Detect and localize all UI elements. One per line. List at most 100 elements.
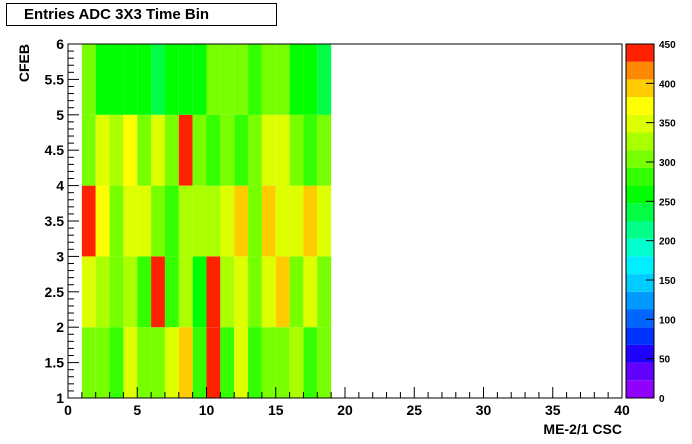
cell	[81, 327, 96, 398]
x-tick-label: 15	[268, 402, 284, 418]
cell	[234, 327, 249, 398]
cell	[95, 327, 110, 398]
cell	[95, 185, 110, 257]
cell	[137, 185, 152, 257]
cell	[261, 327, 276, 398]
cell	[178, 114, 193, 186]
cell	[192, 185, 207, 257]
cell	[303, 185, 318, 257]
cell	[234, 114, 249, 186]
cell	[109, 44, 124, 115]
cell	[109, 114, 124, 186]
cell	[275, 44, 290, 115]
cell	[109, 327, 124, 398]
cell	[317, 114, 332, 186]
cell	[164, 114, 179, 186]
cell	[137, 256, 152, 328]
cell	[206, 185, 221, 257]
cell	[164, 185, 179, 257]
cell	[303, 327, 318, 398]
cell	[317, 44, 332, 115]
cell	[151, 44, 165, 115]
cell	[220, 256, 235, 328]
cell	[317, 327, 332, 398]
y-tick-label: 1	[56, 390, 64, 406]
cell	[123, 114, 138, 186]
colorbar-swatch	[626, 132, 654, 151]
cell	[248, 44, 262, 115]
colorbar-swatch	[626, 114, 654, 133]
x-tick-label: 35	[545, 402, 561, 418]
cell	[220, 114, 235, 186]
colorbar-tick-label: 0	[659, 394, 665, 405]
cell	[206, 114, 221, 186]
cell	[95, 256, 110, 328]
colorbar-swatch	[626, 61, 654, 80]
colorbar-tick-label: 150	[659, 276, 676, 287]
cell	[275, 114, 290, 186]
colorbar-swatch	[626, 256, 654, 275]
cell	[248, 327, 262, 398]
cell	[303, 114, 318, 186]
colorbar-swatch	[626, 221, 654, 239]
cell	[289, 114, 304, 186]
cell	[303, 44, 318, 115]
cell	[248, 185, 262, 257]
cell	[81, 44, 96, 115]
colorbar-tick-label: 250	[659, 197, 676, 208]
cell	[109, 185, 124, 257]
colorbar-swatch	[626, 309, 654, 328]
y-tick-label: 3	[56, 248, 64, 264]
cell	[234, 185, 249, 257]
cell	[151, 114, 165, 186]
colorbar-swatch	[626, 238, 654, 257]
colorbar-swatch	[626, 97, 654, 115]
cell	[192, 256, 207, 328]
cell	[137, 114, 152, 186]
cell	[234, 256, 249, 328]
cell	[81, 185, 96, 257]
cell	[261, 256, 276, 328]
colorbar-tick-label: 200	[659, 237, 676, 248]
cell	[81, 114, 96, 186]
cell	[178, 327, 193, 398]
y-tick-label: 5	[56, 107, 64, 123]
cell	[261, 44, 276, 115]
cell	[123, 327, 138, 398]
colorbar-swatch	[626, 185, 654, 204]
cell	[303, 256, 318, 328]
y-tick-label: 3.5	[45, 213, 65, 229]
y-tick-label: 2	[56, 319, 64, 335]
cell	[289, 256, 304, 328]
cell	[206, 327, 221, 398]
cell	[123, 44, 138, 115]
cell	[192, 114, 207, 186]
x-tick-label: 10	[199, 402, 215, 418]
colorbar-tick-label: 300	[659, 158, 676, 169]
cell	[289, 185, 304, 257]
colorbar-swatch	[626, 79, 654, 98]
colorbar-swatch	[626, 44, 654, 62]
cell	[220, 327, 235, 398]
x-tick-label: 40	[614, 402, 630, 418]
colorbar-swatch	[626, 327, 654, 345]
x-tick-label: 20	[337, 402, 353, 418]
x-tick-label: 0	[64, 402, 72, 418]
cell	[206, 256, 221, 328]
cell	[109, 256, 124, 328]
cell	[234, 44, 249, 115]
x-tick-label: 25	[406, 402, 422, 418]
cell	[317, 185, 332, 257]
cell	[123, 256, 138, 328]
cell	[275, 185, 290, 257]
cell	[137, 327, 152, 398]
colorbar-swatch	[626, 291, 654, 310]
x-tick-label: 5	[133, 402, 141, 418]
y-tick-label: 2.5	[45, 284, 65, 300]
colorbar-swatch	[626, 380, 654, 398]
cell	[206, 44, 221, 115]
y-axis-label: CFEB	[16, 44, 32, 82]
cell	[151, 327, 165, 398]
cell	[178, 44, 193, 115]
